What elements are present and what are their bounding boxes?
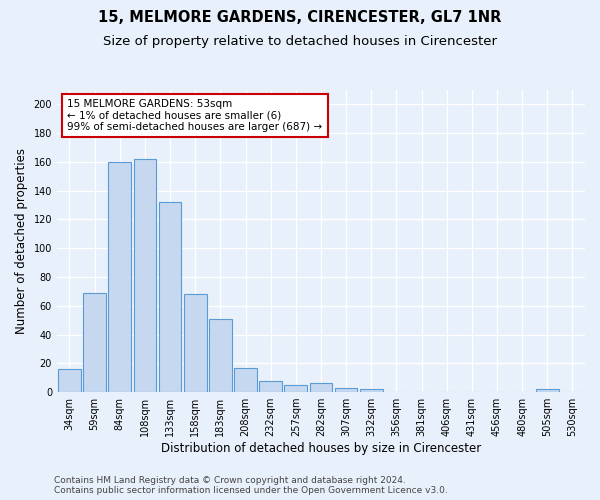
Bar [159, 202, 181, 392]
Text: Size of property relative to detached houses in Cirencester: Size of property relative to detached ho… [103, 35, 497, 48]
Text: 15 MELMORE GARDENS: 53sqm
← 1% of detached houses are smaller (6)
99% of semi-de: 15 MELMORE GARDENS: 53sqm ← 1% of detach… [67, 99, 323, 132]
Bar [310, 384, 332, 392]
Bar [284, 385, 307, 392]
Bar [209, 318, 232, 392]
X-axis label: Distribution of detached houses by size in Cirencester: Distribution of detached houses by size … [161, 442, 481, 455]
Bar [360, 389, 383, 392]
Text: 15, MELMORE GARDENS, CIRENCESTER, GL7 1NR: 15, MELMORE GARDENS, CIRENCESTER, GL7 1N… [98, 10, 502, 25]
Bar [83, 293, 106, 392]
Bar [58, 369, 81, 392]
Y-axis label: Number of detached properties: Number of detached properties [15, 148, 28, 334]
Bar [134, 159, 156, 392]
Bar [536, 389, 559, 392]
Bar [234, 368, 257, 392]
Bar [335, 388, 358, 392]
Bar [259, 380, 282, 392]
Bar [109, 162, 131, 392]
Bar [184, 294, 206, 392]
Text: Contains HM Land Registry data © Crown copyright and database right 2024.
Contai: Contains HM Land Registry data © Crown c… [54, 476, 448, 495]
